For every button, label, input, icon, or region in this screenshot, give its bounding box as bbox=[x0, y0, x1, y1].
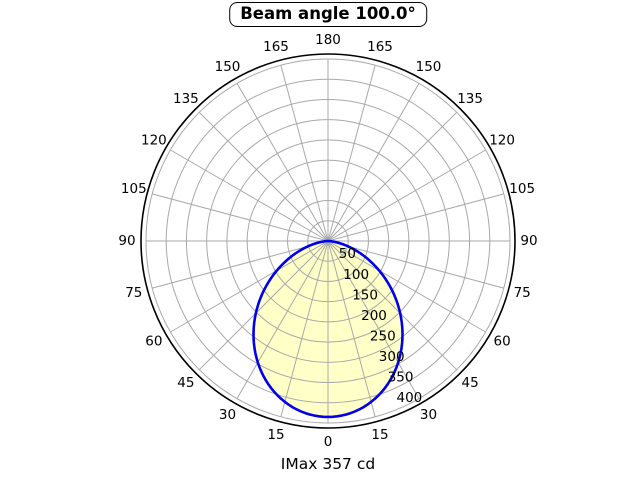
theta-tick-label: 120 bbox=[489, 133, 515, 149]
theta-grid-line bbox=[198, 111, 329, 242]
theta-grid-line bbox=[327, 240, 420, 399]
theta-tick-label: 45 bbox=[177, 375, 194, 391]
theta-grid-line bbox=[170, 149, 329, 242]
chart-title: Beam angle 100.0° bbox=[229, 2, 427, 27]
theta-grid-line bbox=[236, 83, 329, 242]
theta-grid-line bbox=[170, 240, 329, 333]
theta-tick-label: 165 bbox=[367, 39, 393, 55]
theta-grid-line bbox=[236, 240, 329, 399]
theta-grid-line bbox=[280, 240, 329, 417]
theta-tick-label: 60 bbox=[145, 334, 162, 350]
theta-tick-label: 90 bbox=[520, 233, 537, 249]
theta-tick-label: 60 bbox=[494, 334, 511, 350]
theta-tick-label: 105 bbox=[509, 181, 535, 197]
theta-grid-line bbox=[280, 65, 329, 242]
theta-grid-line bbox=[327, 149, 486, 242]
theta-tick-label: 75 bbox=[514, 285, 531, 301]
theta-grid-line bbox=[327, 240, 376, 417]
theta-tick-label: 165 bbox=[263, 39, 289, 55]
r-tick-label: 400 bbox=[397, 390, 423, 406]
theta-tick-label: 45 bbox=[462, 375, 479, 391]
theta-grid-line bbox=[152, 193, 329, 242]
theta-tick-label: 75 bbox=[125, 285, 142, 301]
r-tick-label: 200 bbox=[361, 308, 387, 324]
theta-grid-line bbox=[152, 240, 329, 289]
theta-tick-label: 150 bbox=[416, 59, 442, 75]
beam-outline bbox=[252, 239, 404, 419]
r-tick-label: 350 bbox=[388, 370, 414, 386]
theta-tick-label: 0 bbox=[324, 434, 333, 450]
theta-tick-label: 90 bbox=[118, 233, 135, 249]
theta-tick-label: 150 bbox=[215, 59, 241, 75]
r-tick-label: 50 bbox=[339, 246, 356, 262]
theta-tick-label: 135 bbox=[173, 91, 199, 107]
theta-grid-line bbox=[327, 111, 458, 242]
theta-tick-label: 15 bbox=[371, 427, 388, 443]
r-tick-label: 300 bbox=[379, 349, 405, 365]
theta-grid-line bbox=[198, 240, 329, 371]
theta-grid-line bbox=[327, 240, 486, 333]
r-tick-label: 250 bbox=[370, 329, 396, 345]
theta-tick-label: 30 bbox=[420, 407, 437, 423]
theta-grid-line bbox=[327, 240, 458, 371]
theta-tick-label: 30 bbox=[219, 407, 236, 423]
r-tick-label: 150 bbox=[352, 287, 378, 303]
imax-caption: IMax 357 cd bbox=[280, 455, 376, 473]
theta-grid-line bbox=[327, 193, 504, 242]
theta-tick-label: 135 bbox=[457, 91, 483, 107]
theta-grid-line bbox=[327, 65, 376, 242]
theta-tick-label: 105 bbox=[121, 181, 147, 197]
r-tick-label: 100 bbox=[343, 267, 369, 283]
theta-tick-label: 120 bbox=[141, 133, 167, 149]
theta-tick-label: 180 bbox=[315, 32, 341, 48]
theta-grid-line bbox=[327, 240, 504, 289]
axis-border-circle bbox=[140, 53, 516, 429]
theta-tick-label: 15 bbox=[267, 427, 284, 443]
theta-grid-line bbox=[327, 83, 420, 242]
